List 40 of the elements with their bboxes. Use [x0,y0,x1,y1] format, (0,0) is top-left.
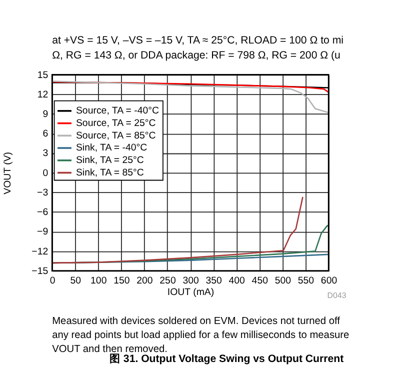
text: D043 [327,291,347,300]
y-tick-label: 3 [42,148,48,160]
line-series [51,80,330,114]
x-tick-label: 450 [252,276,269,287]
y-tick-label: 12 [37,89,48,100]
legend-label: Source, TA = 25°C [76,118,156,129]
x-tick-label: 150 [114,276,130,287]
text: Measured with devices soldered on EVM. Devices not turned off [52,316,340,327]
y-tick-label: 0 [42,168,49,179]
line-series [51,196,304,264]
text: Ω, RG = 143 Ω, or DDA package: RF = 798 Ω, RG = 200 Ω (u [52,49,340,62]
legend-label: Source, TA = 85°C [76,130,156,142]
y-tick-label: −6 [37,207,48,218]
legend-label: Sink, TA = 85°C [76,167,144,178]
x-tick-label: 100 [90,276,108,287]
y-tick-label: 6 [42,128,48,140]
text: 图 31. Output Voltage Swing vs Output Current [109,353,344,366]
legend-label: Sink, TA = 25°C [76,155,144,166]
text: at +VS = 15 V, –VS = –15 V, TA ≈ 25°C, RLOAD = 100 Ω to mi [52,34,344,46]
x-tick-label: 300 [182,276,200,287]
x-tick-label: 0 [50,276,56,287]
y-axis-title: VOUT (V) [2,152,14,194]
x-tick-label: 600 [320,276,338,287]
x-tick-label: 400 [228,276,246,287]
x-tick-label: 500 [274,276,292,287]
x-tick-label: 50 [70,276,82,287]
x-tick-label: 350 [206,276,223,287]
legend-label: Sink, TA = -40°C [76,142,148,154]
legend-label: Source, TA = -40°C [76,106,160,117]
text: any read points but load applied for a few milliseconds to measure [52,330,350,341]
y-tick-label: 9 [42,109,48,120]
y-tick-label: −12 [32,246,48,258]
y-tick-label: −9 [37,226,48,238]
y-tick-label: −15 [32,266,48,277]
y-tick-label: −3 [37,187,48,198]
y-tick-label: 15 [37,70,48,81]
x-tick-label: 550 [298,276,315,287]
x-tick-label: 200 [136,276,154,287]
x-tick-label: 250 [160,276,176,287]
x-axis-title: IOUT (mA) [167,287,214,298]
